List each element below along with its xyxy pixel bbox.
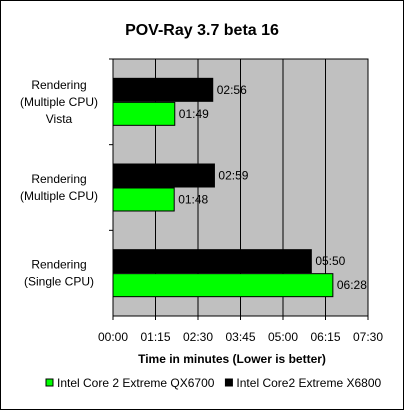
bar [112, 77, 214, 102]
category-label: Rendering [31, 78, 86, 92]
data-label: 02:59 [218, 169, 248, 183]
data-label: 01:48 [178, 193, 208, 207]
bar [112, 163, 215, 188]
bar [112, 187, 175, 212]
bar [112, 273, 334, 298]
x-tick-label: 01:15 [140, 330, 170, 344]
data-label: 01:49 [179, 107, 209, 121]
data-label: 02:56 [217, 83, 247, 97]
data-label: 05:50 [315, 254, 345, 268]
legend: Intel Core 2 Extreme QX6700 Intel Core2 E… [45, 376, 381, 390]
category-label: (Multiple CPU) [20, 95, 98, 109]
legend-swatch [45, 378, 54, 387]
x-tick-label: 03:45 [225, 330, 255, 344]
category-label: Rendering [31, 258, 86, 272]
x-tick-label: 00:00 [98, 330, 128, 344]
x-tick-label: 06:15 [310, 330, 340, 344]
x-tick-label: 07:30 [353, 330, 383, 344]
bar [112, 249, 312, 274]
legend-swatch [224, 378, 233, 387]
category-label: (Multiple CPU) [20, 189, 98, 203]
plot-area: 02:56 01:49 Rendering (Multiple CPU) Vista 02… [20, 58, 383, 344]
category-label: (Single CPU) [24, 275, 94, 289]
category-label: Vista [46, 112, 73, 126]
x-tick-label: 02:30 [183, 330, 213, 344]
legend-label: Intel Core2 Extreme X6800 [236, 376, 381, 390]
data-label: 06:28 [337, 278, 367, 292]
chart-title: POV-Ray 3.7 beta 16 [125, 22, 279, 39]
bar [112, 101, 176, 126]
x-tick-label: 05:00 [268, 330, 298, 344]
legend-label: Intel Core 2 Extreme QX6700 [57, 376, 215, 390]
category-label: Rendering [31, 172, 86, 186]
x-axis-title: Time in minutes (Lower is better) [138, 352, 326, 366]
